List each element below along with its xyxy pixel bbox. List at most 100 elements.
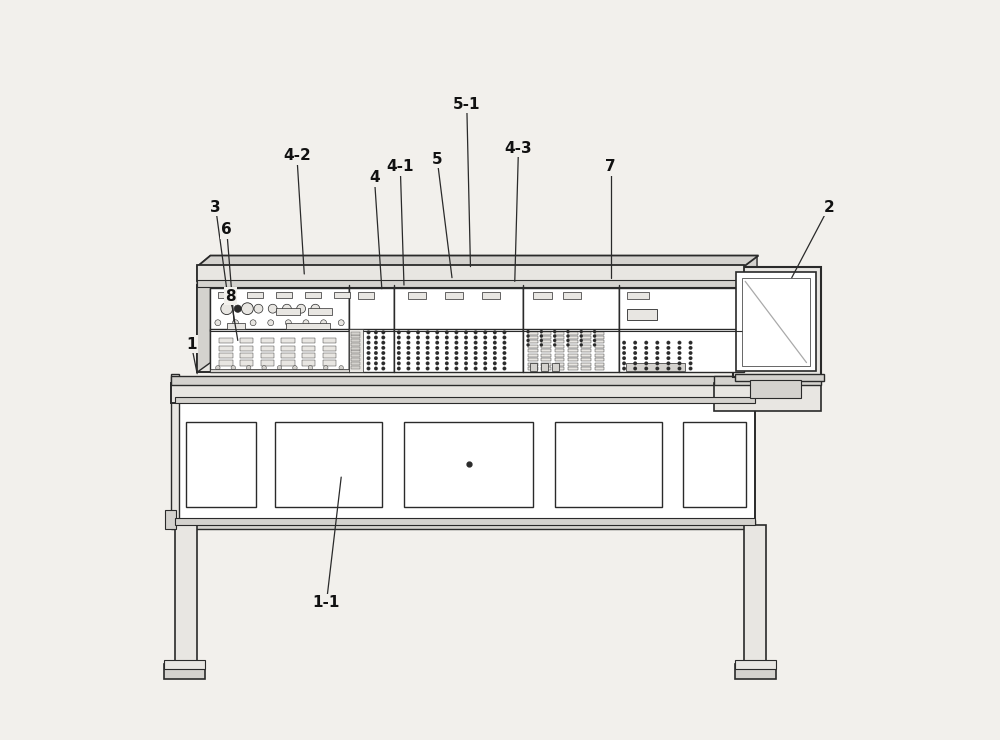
Circle shape [338, 320, 344, 326]
Text: 1-1: 1-1 [313, 595, 340, 610]
Circle shape [321, 320, 327, 326]
Circle shape [678, 341, 681, 345]
Bar [735, 660, 776, 669]
Bar [175, 401, 755, 522]
Polygon shape [744, 255, 757, 372]
Circle shape [445, 352, 449, 355]
Bar [595, 354, 604, 357]
Circle shape [397, 331, 401, 334]
Circle shape [483, 346, 487, 350]
Bar [627, 292, 649, 299]
Circle shape [374, 362, 378, 366]
Circle shape [435, 331, 439, 334]
Bar [323, 360, 336, 366]
Bar [302, 338, 315, 343]
Circle shape [416, 341, 420, 345]
Circle shape [426, 336, 429, 340]
Circle shape [633, 341, 637, 345]
Circle shape [241, 303, 253, 314]
Bar [595, 349, 604, 352]
Text: 2: 2 [823, 200, 834, 215]
Circle shape [381, 331, 385, 334]
Circle shape [503, 336, 506, 340]
Circle shape [566, 343, 570, 346]
Bar [219, 353, 233, 358]
Bar [351, 339, 360, 342]
Circle shape [622, 367, 626, 370]
Bar [595, 336, 604, 339]
Circle shape [655, 362, 659, 366]
Circle shape [633, 362, 637, 366]
Circle shape [311, 304, 320, 313]
Bar [164, 664, 205, 679]
Bar [351, 351, 360, 354]
Circle shape [445, 362, 449, 366]
Circle shape [435, 357, 439, 360]
Circle shape [374, 331, 378, 334]
Bar [568, 354, 578, 357]
Bar [595, 367, 604, 370]
Text: 4-1: 4-1 [387, 159, 414, 175]
Circle shape [667, 362, 670, 366]
Bar [240, 360, 253, 366]
Circle shape [381, 346, 385, 350]
Bar [351, 354, 360, 357]
Bar [528, 358, 538, 361]
Bar [197, 265, 744, 281]
Circle shape [367, 336, 370, 340]
Circle shape [367, 331, 370, 334]
Circle shape [416, 336, 420, 340]
Bar [595, 340, 604, 343]
Circle shape [416, 367, 420, 370]
Circle shape [644, 362, 648, 366]
Bar [175, 518, 755, 525]
Bar [358, 292, 374, 299]
Circle shape [367, 352, 370, 355]
Bar [219, 346, 233, 351]
Bar [555, 340, 564, 343]
Circle shape [381, 352, 385, 355]
Circle shape [474, 352, 477, 355]
Circle shape [407, 341, 410, 345]
Bar [541, 332, 551, 334]
Circle shape [526, 330, 530, 333]
Bar [581, 358, 591, 361]
Circle shape [667, 346, 670, 350]
Circle shape [503, 357, 506, 360]
Circle shape [381, 367, 385, 370]
Bar [568, 340, 578, 343]
Circle shape [464, 367, 468, 370]
Bar [555, 367, 564, 370]
Circle shape [633, 367, 637, 370]
Bar [219, 338, 233, 343]
Circle shape [293, 366, 297, 370]
Circle shape [407, 346, 410, 350]
Bar [351, 343, 360, 346]
Circle shape [416, 357, 420, 360]
Bar [408, 292, 426, 299]
Bar [445, 292, 463, 299]
Circle shape [493, 341, 497, 345]
Bar [351, 358, 360, 361]
Bar [619, 329, 744, 372]
Circle shape [474, 331, 477, 334]
Circle shape [381, 341, 385, 345]
Circle shape [644, 346, 648, 350]
Circle shape [593, 339, 596, 342]
Circle shape [397, 362, 401, 366]
Circle shape [324, 366, 328, 370]
Bar [555, 345, 564, 348]
Bar [218, 292, 234, 298]
Circle shape [250, 320, 256, 326]
Circle shape [234, 305, 241, 312]
Circle shape [455, 362, 458, 366]
Bar [247, 292, 263, 298]
Bar [323, 338, 336, 343]
Text: 5: 5 [432, 152, 443, 167]
Bar [568, 363, 578, 366]
Bar [541, 345, 551, 348]
Text: 6: 6 [221, 222, 232, 237]
Bar [240, 338, 253, 343]
Circle shape [407, 336, 410, 340]
Circle shape [540, 343, 543, 346]
